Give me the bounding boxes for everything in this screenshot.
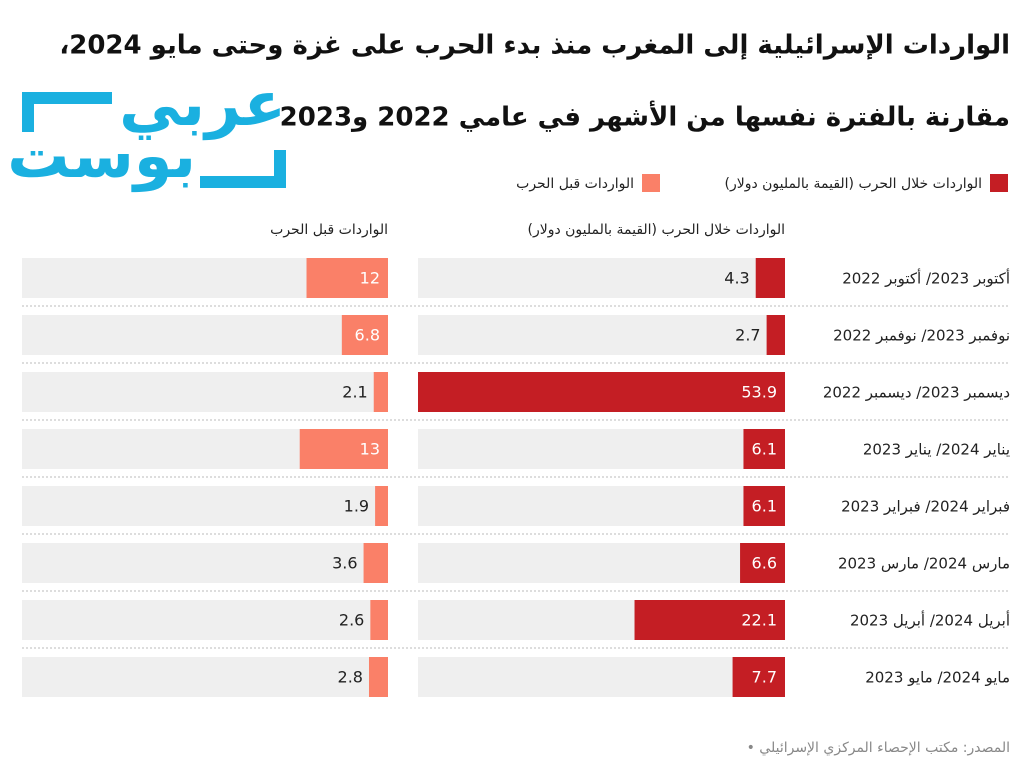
value-label: 4.3 [724, 269, 749, 288]
logo-bar [200, 176, 286, 188]
bar-background [22, 600, 388, 640]
legend-label: الواردات خلال الحرب (القيمة بالمليون دول… [725, 176, 983, 192]
legend-swatch [990, 174, 1008, 192]
logo-bar [274, 150, 286, 188]
logo-bar [22, 92, 34, 132]
category-label: أبريل 2024/ أبريل 2023 [850, 611, 1010, 630]
bar [363, 543, 388, 583]
column-header: الواردات قبل الحرب [270, 222, 388, 238]
bar [375, 486, 388, 526]
bar [766, 315, 785, 355]
bar-background [22, 372, 388, 412]
bar [306, 258, 388, 298]
bar [755, 258, 785, 298]
bar-background [418, 315, 785, 355]
legend-swatch [642, 174, 660, 192]
bar-background [22, 657, 388, 697]
bar-background [418, 429, 785, 469]
bar-background [22, 486, 388, 526]
bar [418, 372, 785, 412]
bar [740, 543, 785, 583]
value-label: 53.9 [741, 383, 777, 402]
column-header: الواردات خلال الحرب (القيمة بالمليون دول… [528, 222, 786, 238]
bar-background [418, 486, 785, 526]
value-label: 6.6 [752, 554, 777, 573]
value-label: 2.8 [338, 668, 363, 687]
category-label: فبراير 2024/ فبراير 2023 [841, 498, 1010, 516]
value-label: 7.7 [752, 668, 777, 687]
bar-background [22, 315, 388, 355]
bar [368, 657, 388, 697]
value-label: 2.1 [342, 383, 367, 402]
value-label: 6.1 [752, 497, 777, 516]
legend-label: الواردات قبل الحرب [516, 176, 634, 192]
category-label: ديسمبر 2023/ ديسمبر 2022 [823, 384, 1010, 402]
value-label: 13 [360, 440, 380, 459]
bar [341, 315, 388, 355]
bar [370, 600, 388, 640]
chart-title: الواردات الإسرائيلية إلى المغرب منذ بدء … [59, 31, 1010, 61]
value-label: 6.8 [355, 326, 380, 345]
value-label: 6.1 [752, 440, 777, 459]
category-label: مايو 2024/ مايو 2023 [865, 669, 1010, 687]
category-label: مارس 2024/ مارس 2023 [838, 555, 1010, 573]
value-label: 1.9 [344, 497, 369, 516]
bar [732, 657, 785, 697]
chart-title: مقارنة بالفترة نفسها من الأشهر في عامي 2… [280, 101, 1010, 133]
logo-bar [22, 92, 112, 104]
value-label: 2.6 [339, 611, 364, 630]
category-label: أكتوبر 2023/ أكتوبر 2022 [842, 269, 1010, 288]
bar [373, 372, 388, 412]
bar-background [22, 543, 388, 583]
category-label: يناير 2024/ يناير 2023 [863, 441, 1010, 459]
bar [743, 486, 785, 526]
bar-background [418, 258, 785, 298]
value-label: 22.1 [741, 611, 777, 630]
logo-text: عربي [119, 67, 286, 140]
value-label: 12 [360, 269, 380, 288]
bar [743, 429, 785, 469]
source: المصدر: مكتب الإحصاء المركزي الإسرائيلي … [747, 740, 1010, 756]
bar [299, 429, 388, 469]
bar-background [418, 657, 785, 697]
category-label: نوفمبر 2023/ نوفمبر 2022 [833, 327, 1010, 345]
logo: عربي بوست [7, 67, 286, 192]
logo-text: بوست [7, 119, 196, 192]
bar-background [418, 543, 785, 583]
value-label: 3.6 [332, 554, 357, 573]
value-label: 2.7 [735, 326, 760, 345]
bar [634, 600, 785, 640]
